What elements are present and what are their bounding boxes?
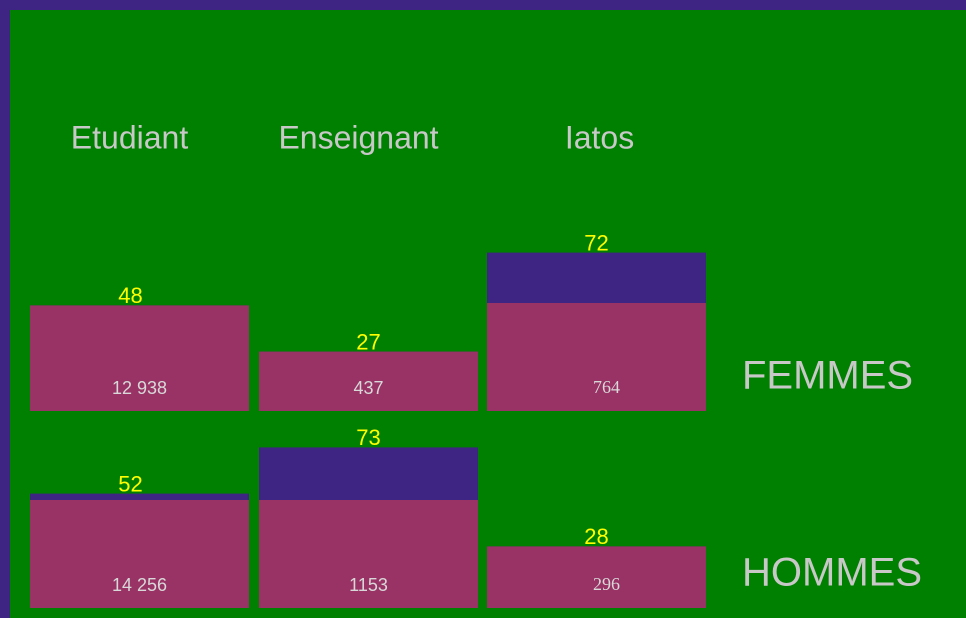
- bar-fill: [30, 305, 249, 411]
- value-label: 27: [356, 329, 380, 354]
- column-header: Iatos: [565, 119, 634, 155]
- count-label: 296: [593, 574, 620, 594]
- row-label: FEMMES: [742, 354, 913, 398]
- bar-fill: [259, 351, 478, 411]
- column-header: Etudiant: [71, 119, 189, 155]
- bar-fill: [30, 500, 249, 608]
- bar-fill: [487, 546, 706, 608]
- value-label: 52: [118, 471, 142, 496]
- count-label: 1153: [349, 575, 388, 595]
- value-label: 72: [584, 230, 608, 255]
- value-label: 73: [356, 425, 380, 450]
- count-label: 437: [353, 378, 383, 398]
- count-label: 12 938: [112, 378, 167, 398]
- row-label: HOMMES: [742, 551, 922, 595]
- count-label: 14 256: [112, 575, 167, 595]
- column-header: Enseignant: [278, 119, 438, 155]
- value-label: 28: [584, 524, 608, 549]
- bar-fill: [487, 303, 706, 411]
- count-label: 764: [593, 377, 620, 397]
- value-label: 48: [118, 283, 142, 308]
- bar-fill: [259, 500, 478, 608]
